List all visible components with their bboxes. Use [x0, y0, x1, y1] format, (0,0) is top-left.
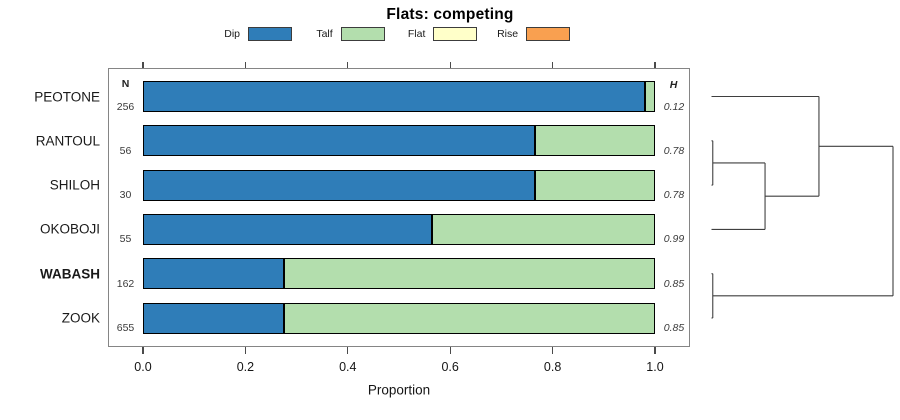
axis-tick-top [552, 61, 554, 68]
bar-segment-talf [644, 81, 655, 112]
bar-segment-dip [143, 169, 535, 201]
h-value: 0.12 [663, 100, 685, 113]
category-label-peotone: PEOTONE [34, 89, 100, 104]
axis-tick-bottom [347, 347, 349, 354]
h-value: 0.78 [663, 144, 685, 157]
category-label-rantoul: RANTOUL [35, 133, 100, 149]
bar-segment-dip [143, 81, 645, 112]
legend-swatch-dip [248, 27, 292, 41]
bar-segment-talf [534, 125, 655, 157]
h-value: 0.85 [663, 322, 685, 334]
bar-segment-talf [283, 302, 655, 334]
stacked-bar-peotone [143, 81, 655, 112]
n-value: 162 [116, 277, 135, 290]
x-axis-title: Proportion [367, 382, 431, 398]
category-label-wabash: WABASH [40, 266, 100, 282]
axis-tick-top [654, 61, 656, 68]
legend-label-rise: Rise [497, 27, 519, 40]
stacked-bar-okoboji [143, 213, 655, 245]
axis-tick-bottom [244, 347, 246, 354]
h-value: 0.85 [663, 277, 685, 290]
axis-tick-top [347, 61, 349, 68]
axis-tick-bottom [552, 347, 554, 354]
plot-frame [108, 68, 690, 347]
legend-label-dip: Dip [224, 27, 240, 40]
chart-title: Flats: competing [386, 6, 514, 23]
legend-swatch-talf [340, 27, 385, 41]
bar-segment-talf [432, 213, 655, 245]
h-value: 0.78 [663, 189, 685, 202]
bar-segment-dip [143, 125, 535, 157]
legend-label-flat: Flat [407, 27, 426, 40]
axis-tick-label: 0.6 [441, 360, 459, 374]
bar-segment-dip [143, 258, 284, 290]
bar-segment-talf [534, 169, 655, 201]
axis-tick-bottom [449, 347, 451, 354]
n-value: 655 [116, 322, 135, 334]
stacked-bar-wabash [143, 258, 655, 290]
stacked-bar-rantoul [143, 125, 655, 157]
axis-tick-label: 0.8 [543, 360, 562, 374]
category-label-shiloh: SHILOH [49, 177, 100, 193]
axis-tick-label: 0.4 [339, 360, 357, 374]
stacked-bar-zook [143, 302, 655, 334]
axis-tick-label: 0.2 [236, 360, 255, 374]
axis-tick-top [449, 61, 451, 68]
axis-tick-bottom [142, 347, 144, 354]
bar-segment-dip [143, 302, 284, 334]
column-header-h: H [669, 79, 678, 91]
stacked-bar-shiloh [143, 169, 655, 201]
legend-label-talf: Talf [316, 27, 333, 40]
bar-segment-talf [283, 258, 655, 290]
axis-tick-bottom [654, 347, 656, 354]
axis-tick-label: 0.0 [134, 360, 152, 374]
axis-tick-top [244, 61, 246, 68]
axis-tick-top [142, 61, 144, 68]
n-value: 256 [116, 100, 135, 113]
bar-segment-dip [143, 213, 433, 245]
n-value: 55 [119, 233, 132, 246]
category-label-zook: ZOOK [61, 310, 100, 326]
h-value: 0.99 [663, 233, 685, 246]
column-header-n: N [121, 77, 130, 90]
category-label-okoboji: OKOBOJI [39, 221, 100, 237]
n-value: 30 [119, 189, 132, 202]
legend-swatch-flat [433, 27, 478, 41]
axis-tick-label: 1.0 [646, 360, 664, 374]
legend-swatch-rise [526, 27, 571, 41]
n-value: 56 [119, 144, 132, 157]
